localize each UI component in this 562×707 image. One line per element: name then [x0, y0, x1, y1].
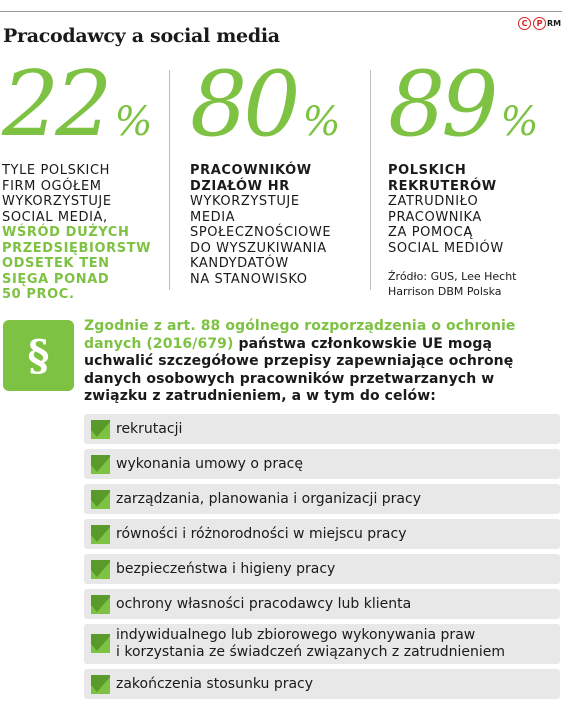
- checkmark-icon: [91, 524, 110, 544]
- checkmark-icon: [91, 489, 110, 509]
- regulation-reference: Zgodnie z art. 88 ogólnego rozporządzeni…: [84, 318, 516, 352]
- page-title: Pracodawcy a social media: [3, 25, 280, 47]
- checkmark-icon: [91, 594, 110, 614]
- list-item: bezpieczeństwa i higieny pracy: [84, 554, 560, 584]
- stat-description: TYLE POLSKICH FIRM OGÓŁEM WYKORZYSTUJE S…: [2, 163, 152, 302]
- stat-description: POLSKICH REKRUTERÓW ZATRUDNIŁO PRACOWNIK…: [388, 163, 504, 256]
- copyright-icons: C P: [518, 17, 546, 30]
- phonogram-icon: P: [533, 17, 546, 30]
- stat-89: 89% POLSKICH REKRUTERÓW ZATRUDNIŁO PRACO…: [388, 60, 560, 256]
- checkmark-icon: [91, 419, 110, 439]
- stat-80: 80% PRACOWNIKÓW DZIAŁÓW HR WYKORZYSTUJE …: [190, 60, 370, 287]
- stat-number: 80%: [190, 52, 341, 157]
- list-item: ochrony własności pracodawcy lub klienta: [84, 589, 560, 619]
- list-item: zakończenia stosunku pracy: [84, 669, 560, 699]
- column-divider: [169, 70, 170, 290]
- top-rule: [0, 11, 562, 12]
- author-initials: RM: [547, 19, 562, 28]
- checkmark-icon: [91, 634, 110, 653]
- intro-rest: państwa członkowskie UE mogą uchwalić sz…: [84, 335, 514, 405]
- checkmark-icon: [91, 674, 110, 694]
- intro-text: Zgodnie z art. 88 ogólnego rozporządzeni…: [84, 318, 562, 406]
- column-divider: [370, 70, 371, 290]
- stat-number: 22%: [2, 52, 153, 157]
- list-item: indywidualnego lub zbiorowego wykonywani…: [84, 624, 560, 664]
- stat-22: 22% TYLE POLSKICH FIRM OGÓŁEM WYKORZYSTU…: [2, 60, 162, 303]
- list-item: rekrutacji: [84, 414, 560, 444]
- copyright-icon: C: [518, 17, 531, 30]
- stat-description: PRACOWNIKÓW DZIAŁÓW HR WYKORZYSTUJE MEDI…: [190, 163, 332, 287]
- stat-number: 89%: [388, 52, 539, 157]
- paragraph-icon: §: [3, 320, 74, 391]
- list-item: równości i różnorodności w miejscu pracy: [84, 519, 560, 549]
- source-note: Źródło: GUS, Lee Hecht Harrison DBM Pols…: [388, 270, 517, 298]
- list-item: zarządzania, planowania i organizacji pr…: [84, 484, 560, 514]
- list-item: wykonania umowy o pracę: [84, 449, 560, 479]
- checkmark-icon: [91, 454, 110, 474]
- checkmark-icon: [91, 559, 110, 579]
